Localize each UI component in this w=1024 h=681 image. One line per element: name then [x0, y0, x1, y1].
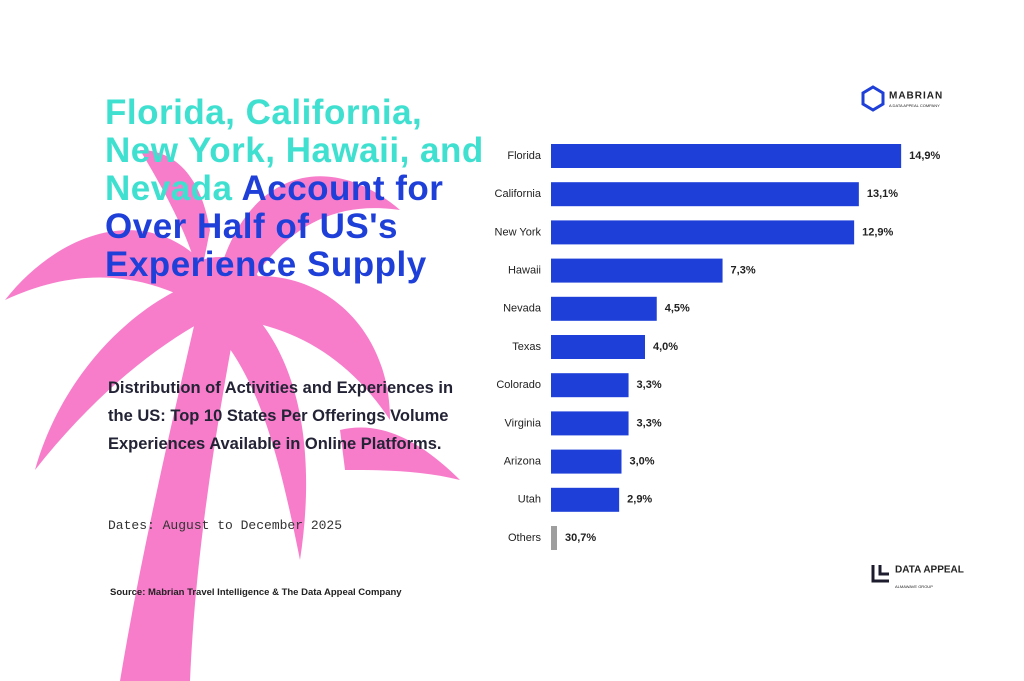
value-label: 14,9% [909, 150, 940, 162]
title-rest: Account for Over Half of US's Experience… [105, 169, 444, 284]
title-highlight: Florida, California, New York, Hawaii, a… [105, 93, 484, 208]
source: Source: Mabrian Travel Intelligence & Th… [110, 587, 402, 598]
value-label: 7,3% [731, 265, 756, 277]
subtitle: Distribution of Activities and Experienc… [108, 379, 454, 453]
logo-icon [861, 85, 885, 112]
logo-tag: A DATA APPEAL COMPANY [889, 103, 940, 108]
bar [551, 296, 657, 321]
value-label: 4,0% [653, 341, 678, 353]
title: Florida, California, New York, Hawaii, a… [105, 94, 495, 284]
logo-text: MABRIAN [889, 91, 943, 102]
category-label: Others [508, 532, 542, 544]
value-label: 13,1% [867, 188, 898, 200]
bar [551, 373, 629, 398]
value-label: 3,3% [637, 379, 662, 391]
category-label: New York [495, 226, 542, 238]
value-label: 12,9% [862, 226, 893, 238]
bar [551, 449, 622, 474]
palm-tree [5, 150, 460, 681]
bar [551, 258, 723, 283]
value-label: 2,9% [627, 494, 652, 506]
data-appeal-logo: DATA APPEAL ALMAWAVE GROUP [871, 565, 964, 589]
category-label: Utah [518, 494, 541, 506]
dates: Dates: August to December 2025 [108, 518, 343, 533]
logo-icon [871, 565, 889, 583]
category-label: Colorado [496, 379, 541, 391]
value-label: 3,0% [630, 456, 655, 468]
bar [551, 182, 859, 207]
bar [551, 220, 855, 245]
value-label: 30,7% [565, 532, 596, 544]
category-label: Virginia [505, 417, 542, 429]
category-label: California [495, 188, 542, 200]
category-label: Hawaii [508, 265, 541, 277]
mabrian-logo: MABRIAN A DATA APPEAL COMPANY [861, 85, 943, 112]
category-label: Texas [512, 341, 541, 353]
category-label: Arizona [504, 456, 542, 468]
others-indicator [551, 526, 557, 550]
category-label: Florida [507, 150, 542, 162]
bar [551, 411, 629, 436]
logo-tag: ALMAWAVE GROUP [895, 584, 933, 589]
value-label: 3,3% [637, 417, 662, 429]
bar [551, 487, 620, 512]
bar [551, 335, 645, 359]
category-label: Nevada [503, 303, 542, 315]
bar [551, 144, 902, 168]
value-label: 4,5% [665, 303, 690, 315]
logo-text: DATA APPEAL [895, 565, 964, 576]
